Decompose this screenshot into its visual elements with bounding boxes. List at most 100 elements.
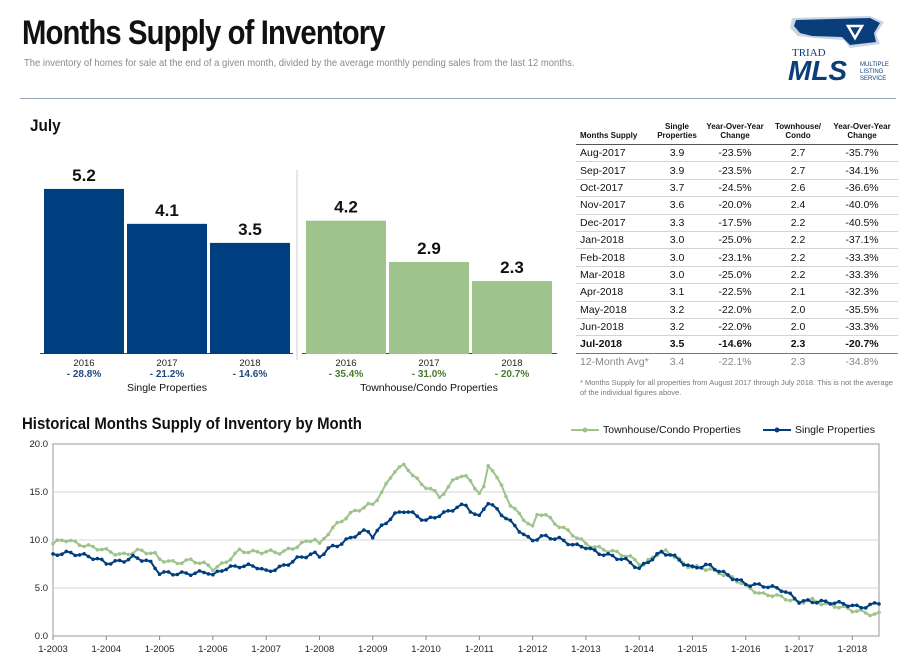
data-point-condo — [815, 600, 819, 604]
data-point-condo — [735, 580, 739, 584]
data-point-condo — [131, 551, 135, 556]
data-point-single — [104, 562, 109, 566]
x-tick-label: 1-2012 — [518, 644, 548, 655]
bar-value-label: 2.3 — [500, 258, 524, 277]
data-point-condo — [770, 594, 775, 598]
data-point-single — [64, 549, 69, 554]
bar-value-label: 4.2 — [334, 198, 358, 217]
data-point-single — [579, 544, 584, 549]
data-point-single — [570, 542, 575, 547]
x-tick-label: 1-2009 — [358, 644, 388, 655]
data-point-condo — [402, 462, 406, 467]
bar-change-label: - 21.2% — [150, 369, 185, 380]
data-point-condo — [362, 506, 366, 510]
data-point-condo — [104, 547, 109, 551]
data-point-condo — [455, 476, 459, 481]
data-point-condo — [419, 482, 424, 487]
data-point-condo — [588, 545, 593, 549]
table-cell: 2.6 — [770, 179, 826, 198]
table-cell: -24.5% — [700, 179, 770, 198]
data-point-single — [681, 563, 686, 567]
data-point-single — [792, 596, 797, 601]
x-tick-label: 1-2011 — [465, 644, 494, 655]
data-point-single — [188, 573, 193, 578]
table-cell: -22.5% — [700, 283, 770, 302]
table-cell: -40.0% — [826, 196, 898, 215]
bar-change-label: - 20.7% — [495, 369, 530, 380]
table-cell: -23.5% — [700, 161, 770, 180]
july-section-title: July — [30, 116, 61, 135]
table-cell: 3.3 — [654, 214, 700, 232]
data-point-single — [637, 566, 641, 571]
table-row: Jul-2018 3.5 -14.6% 2.3 -20.7% — [576, 335, 898, 354]
data-point-single — [832, 601, 837, 606]
data-point-condo — [699, 566, 704, 570]
data-point-single — [521, 532, 526, 537]
data-point-single — [650, 557, 655, 562]
data-point-single — [313, 550, 317, 555]
data-point-condo — [388, 476, 393, 480]
data-point-single — [153, 566, 157, 571]
data-point-condo — [446, 485, 451, 489]
data-point-condo — [100, 547, 104, 552]
table-cell: -34.8% — [845, 356, 879, 369]
data-point-single — [459, 502, 464, 507]
data-point-condo — [428, 486, 433, 491]
data-point-condo — [424, 486, 428, 491]
table-cell: 2.2 — [770, 214, 826, 232]
data-point-condo — [317, 541, 322, 545]
data-point-condo — [140, 548, 144, 553]
logo-main-text: MLS — [788, 55, 847, 86]
data-point-condo — [579, 537, 584, 541]
y-tick-label: 5.0 — [35, 583, 48, 594]
data-point-single — [388, 517, 393, 522]
data-point-condo — [82, 544, 86, 549]
data-point-condo — [779, 594, 784, 598]
data-point-single — [863, 606, 868, 610]
data-point-condo — [530, 524, 535, 528]
data-point-single — [197, 569, 202, 573]
data-point-single — [122, 560, 126, 564]
data-point-single — [77, 553, 82, 557]
data-point-condo — [859, 608, 863, 612]
y-tick-label: 0.0 — [35, 631, 48, 642]
table-cell: 2.0 — [770, 318, 826, 337]
data-point-single — [335, 544, 340, 549]
data-point-single — [100, 557, 104, 562]
legend-item-single: Single Properties — [762, 424, 875, 436]
data-point-single — [841, 602, 846, 606]
data-point-condo — [313, 537, 317, 542]
table-cell: 2.1 — [770, 283, 826, 302]
data-point-condo — [704, 568, 708, 572]
data-point-condo — [459, 474, 464, 479]
data-point-single — [259, 566, 264, 571]
data-point-condo — [832, 605, 837, 609]
data-point-condo — [868, 613, 872, 618]
table-cell: Apr-2018 — [576, 283, 654, 302]
data-point-condo — [561, 525, 566, 530]
data-point-single — [299, 555, 304, 559]
table-cell: 3.2 — [654, 318, 700, 337]
bar-value-label: 4.1 — [155, 201, 179, 220]
table-row: Sep-2017 3.9 -23.5% 2.7 -34.1% — [576, 161, 898, 180]
y-tick-label: 15.0 — [30, 487, 49, 498]
table-cell: 3.1 — [654, 283, 700, 302]
data-point-single — [268, 569, 273, 574]
data-point-single — [126, 557, 131, 562]
legend-label-condo: Townhouse/Condo Properties — [603, 424, 741, 436]
data-point-condo — [242, 550, 246, 555]
data-point-single — [362, 528, 366, 532]
table-cell: -14.6% — [700, 335, 770, 354]
data-point-condo — [681, 561, 686, 566]
table-cell: -23.5% — [700, 144, 770, 163]
data-point-single — [304, 555, 308, 560]
data-point-condo — [171, 559, 175, 563]
data-point-single — [504, 516, 508, 521]
table-row: Dec-2017 3.3 -17.5% 2.2 -40.5% — [576, 214, 898, 232]
triad-mls-logo: TRIAD MLS MULTIPLE LISTING SERVICE — [788, 16, 889, 86]
data-point-condo — [553, 522, 557, 526]
data-point-condo — [331, 525, 335, 530]
data-point-condo — [259, 551, 264, 556]
data-point-condo — [766, 593, 770, 598]
data-point-single — [108, 562, 113, 566]
